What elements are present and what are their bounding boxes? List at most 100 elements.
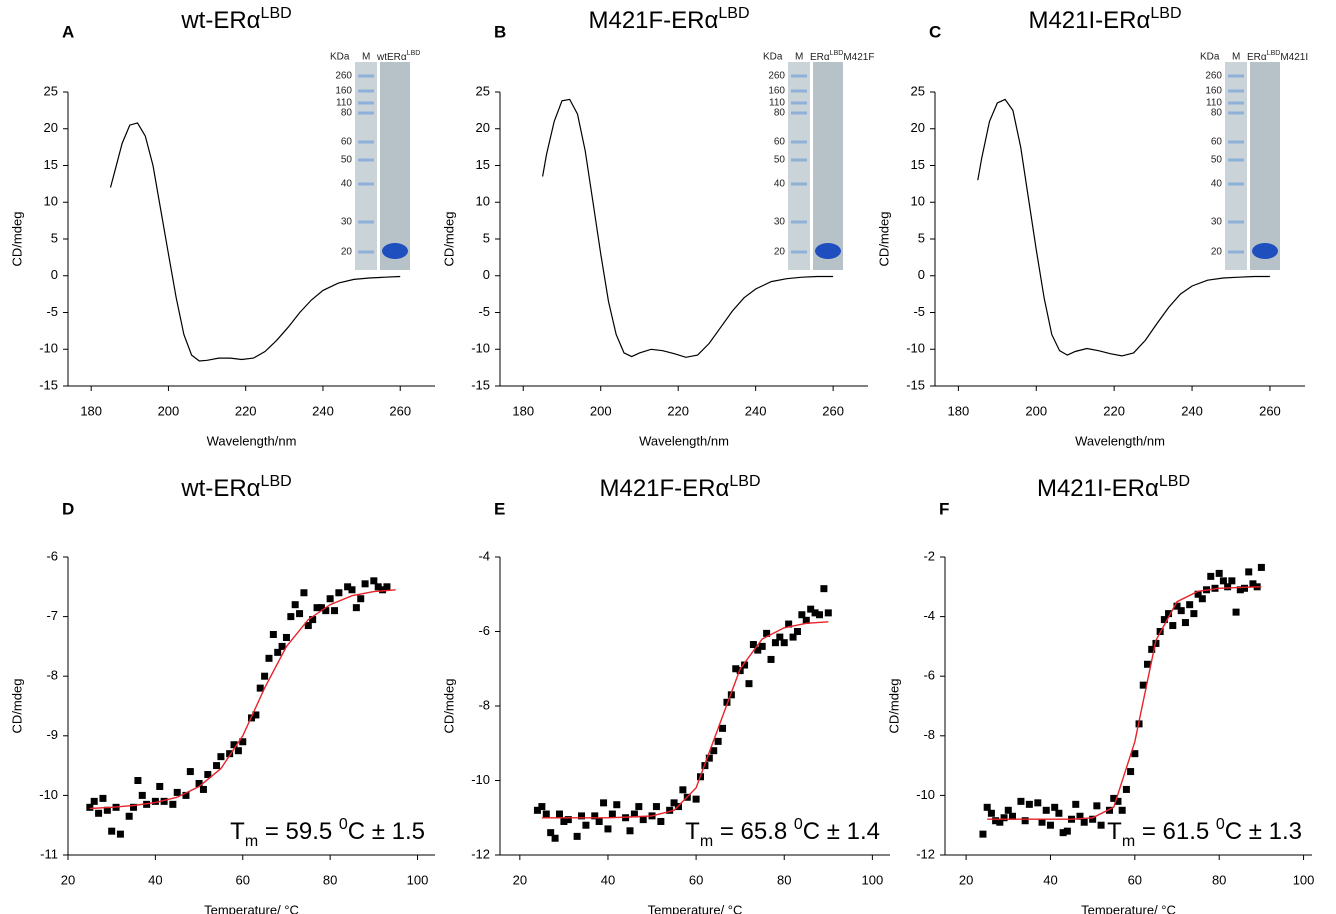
data-point [1114, 797, 1122, 805]
data-point [732, 665, 740, 673]
text-part: wt-ERα [180, 475, 260, 502]
panel-label: D [62, 499, 74, 518]
gel-marker-lane [1225, 62, 1247, 270]
gel-header: KDa [330, 52, 350, 63]
gel-marker-band [791, 101, 807, 105]
text-part: T [1107, 818, 1122, 845]
data-point [727, 691, 735, 699]
gel-marker-band [791, 250, 807, 254]
y-tick-label: -9 [46, 727, 58, 742]
data-point [1165, 610, 1173, 618]
data-point [151, 797, 159, 805]
data-point [533, 806, 541, 814]
data-point [1160, 616, 1168, 624]
data-point [692, 795, 700, 803]
gel-marker-label: 30 [774, 217, 786, 228]
data-point [1173, 602, 1181, 610]
data-point [564, 816, 572, 824]
x-axis-label: Wavelength/nm [207, 433, 297, 448]
data-point [1034, 799, 1042, 807]
chart-title: wt-ERαLBD [180, 473, 291, 503]
data-point [374, 583, 382, 591]
data-point [657, 817, 665, 825]
y-tick-label: -6 [478, 623, 490, 638]
data-point [348, 586, 356, 594]
gel-marker-label: 30 [1211, 217, 1223, 228]
gel-sample-lane [380, 62, 410, 270]
data-point [1072, 800, 1080, 808]
x-tick-label: 40 [601, 872, 615, 887]
text-part: M421F [843, 52, 874, 63]
data-point [370, 577, 378, 585]
y-tick-label: -10 [916, 787, 935, 802]
y-tick-label: 15 [476, 157, 490, 172]
data-point [182, 791, 190, 799]
text-part: = 65.8 [713, 818, 794, 845]
y-tick-label: -12 [471, 846, 490, 861]
data-point [99, 794, 107, 802]
y-tick-label: 15 [44, 157, 58, 172]
data-point [573, 832, 581, 840]
data-point [780, 639, 788, 647]
data-point [1000, 814, 1008, 822]
text-part: LBD [261, 473, 292, 490]
gel-marker-band [1228, 220, 1244, 224]
y-tick-label: -12 [916, 846, 935, 861]
x-tick-label: 260 [822, 403, 844, 418]
gel-header: KDa [1200, 52, 1220, 63]
data-point [1122, 785, 1130, 793]
data-point [125, 812, 133, 820]
y-tick-label: -15 [906, 377, 925, 392]
data-point [613, 801, 621, 809]
gel-header: KDa [763, 52, 783, 63]
data-point [542, 810, 550, 818]
text-part: = 59.5 [258, 818, 339, 845]
gel-marker-band [358, 182, 374, 186]
text-part: m [1122, 833, 1135, 850]
data-point [652, 803, 660, 811]
x-axis-label: Wavelength/nm [639, 433, 729, 448]
gel-header: M [795, 52, 803, 63]
spectrum-line [109, 122, 401, 362]
x-tick-label: 100 [1293, 872, 1315, 887]
data-point [1118, 806, 1126, 814]
data-point [1021, 817, 1029, 825]
data-point [317, 604, 325, 612]
text-part: ERα [1247, 52, 1267, 63]
data-point [1025, 800, 1033, 808]
x-tick-label: 260 [389, 403, 411, 418]
data-point [90, 797, 98, 805]
fit-line [89, 589, 396, 810]
data-point [983, 803, 991, 811]
y-tick-label: 20 [911, 120, 925, 135]
gel-marker-label: 60 [774, 137, 786, 148]
gel-marker-lane [355, 62, 377, 270]
text-part: 0 [339, 816, 348, 833]
y-tick-label: -15 [39, 377, 58, 392]
gel-sample-lane [1250, 62, 1280, 270]
data-point [679, 786, 687, 794]
y-tick-label: -5 [478, 304, 490, 319]
x-tick-label: 240 [312, 403, 334, 418]
gel-marker-label: 260 [335, 71, 352, 82]
data-point [996, 818, 1004, 826]
fit-line [987, 586, 1262, 820]
y-tick-label: -7 [46, 608, 58, 623]
x-tick-label: 260 [1259, 403, 1281, 418]
data-point [1076, 812, 1084, 820]
data-point [156, 782, 164, 790]
data-point [160, 797, 168, 805]
data-point [666, 806, 674, 814]
text-part: LBD [261, 5, 292, 22]
data-point [1181, 619, 1189, 627]
data-point [560, 817, 568, 825]
x-tick-label: 200 [590, 403, 612, 418]
data-point [608, 810, 616, 818]
data-point [745, 680, 753, 688]
data-point [95, 809, 103, 817]
chart-title: M421I-ERαLBD [1028, 5, 1181, 35]
data-point [274, 648, 282, 656]
gel-marker-label: 40 [1211, 179, 1223, 190]
x-axis-label: Temperature/ °C [648, 902, 743, 914]
data-point [1038, 818, 1046, 826]
